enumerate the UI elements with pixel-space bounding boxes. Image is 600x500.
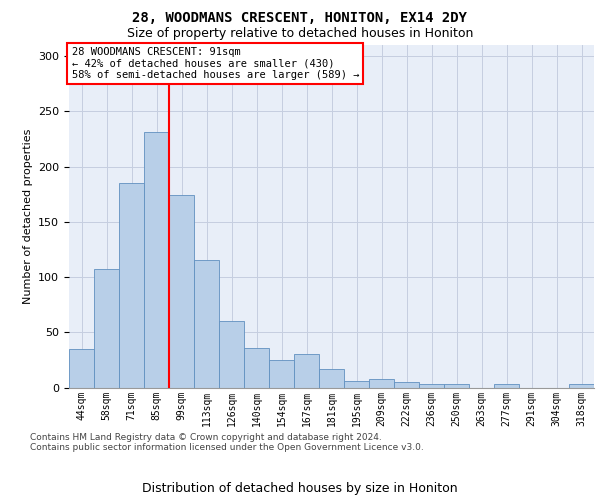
Bar xyxy=(169,196,194,388)
Bar xyxy=(244,348,269,388)
Text: Distribution of detached houses by size in Honiton: Distribution of detached houses by size … xyxy=(142,482,458,495)
Bar xyxy=(144,132,169,388)
Text: 28, WOODMANS CRESCENT, HONITON, EX14 2DY: 28, WOODMANS CRESCENT, HONITON, EX14 2DY xyxy=(133,12,467,26)
Bar xyxy=(319,368,344,388)
Text: 28 WOODMANS CRESCENT: 91sqm
← 42% of detached houses are smaller (430)
58% of se: 28 WOODMANS CRESCENT: 91sqm ← 42% of det… xyxy=(71,46,359,80)
Bar xyxy=(69,349,94,388)
Bar xyxy=(494,384,519,388)
Bar xyxy=(194,260,219,388)
Y-axis label: Number of detached properties: Number of detached properties xyxy=(23,128,32,304)
Bar xyxy=(569,384,594,388)
Bar xyxy=(269,360,294,388)
Text: Contains HM Land Registry data © Crown copyright and database right 2024.
Contai: Contains HM Land Registry data © Crown c… xyxy=(30,433,424,452)
Bar xyxy=(344,381,369,388)
Bar xyxy=(369,378,394,388)
Bar xyxy=(94,270,119,388)
Bar xyxy=(119,183,144,388)
Bar xyxy=(294,354,319,388)
Bar xyxy=(419,384,444,388)
Text: Size of property relative to detached houses in Honiton: Size of property relative to detached ho… xyxy=(127,28,473,40)
Bar xyxy=(394,382,419,388)
Bar xyxy=(444,384,469,388)
Bar xyxy=(219,321,244,388)
